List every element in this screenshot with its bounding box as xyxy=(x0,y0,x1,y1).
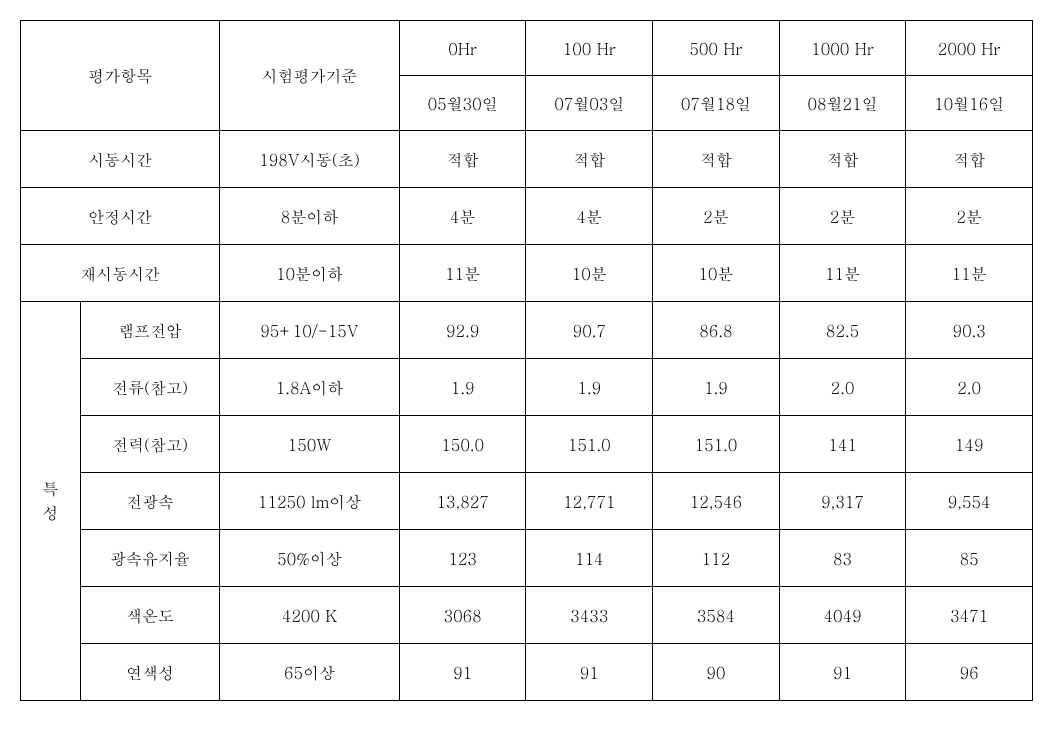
row-value: 10분 xyxy=(526,245,653,302)
header-hour-0: 0Hr xyxy=(399,21,526,76)
row-value: 2분 xyxy=(653,188,780,245)
row-label: 전광속 xyxy=(80,473,219,530)
header-row-hours: 평가항목 시험평가기준 0Hr 100 Hr 500 Hr 1000 Hr 20… xyxy=(21,21,1033,76)
row-criteria: 4200 K xyxy=(220,587,400,644)
table-row: 안정시간 8분이하 4분 4분 2분 2분 2분 xyxy=(21,188,1033,245)
row-label: 전력(참고) xyxy=(80,416,219,473)
row-value: 150.0 xyxy=(399,416,526,473)
row-value: 3471 xyxy=(906,587,1033,644)
row-criteria: 95+10/-15V xyxy=(220,302,400,359)
row-label: 광속유지율 xyxy=(80,530,219,587)
row-value: 13,827 xyxy=(399,473,526,530)
row-value: 11분 xyxy=(399,245,526,302)
row-label: 램프전압 xyxy=(80,302,219,359)
row-value: 90 xyxy=(653,644,780,701)
header-hour-2: 500 Hr xyxy=(653,21,780,76)
row-value: 9,554 xyxy=(906,473,1033,530)
table-row: 전류(참고) 1.8A이하 1.9 1.9 1.9 2.0 2.0 xyxy=(21,359,1033,416)
row-criteria: 65이상 xyxy=(220,644,400,701)
row-criteria: 50%이상 xyxy=(220,530,400,587)
header-date-0: 05월30일 xyxy=(399,76,526,131)
header-date-1: 07월03일 xyxy=(526,76,653,131)
row-value: 1.9 xyxy=(399,359,526,416)
row-criteria: 150W xyxy=(220,416,400,473)
header-date-3: 08월21일 xyxy=(779,76,906,131)
row-value: 3433 xyxy=(526,587,653,644)
row-value: 10분 xyxy=(653,245,780,302)
row-value: 92.9 xyxy=(399,302,526,359)
header-criteria: 시험평가기준 xyxy=(220,21,400,131)
table-row: 특성 램프전압 95+10/-15V 92.9 90.7 86.8 82.5 9… xyxy=(21,302,1033,359)
row-value: 12,546 xyxy=(653,473,780,530)
row-value: 12,771 xyxy=(526,473,653,530)
row-value: 3068 xyxy=(399,587,526,644)
row-label: 시동시간 xyxy=(21,131,220,188)
row-value: 적합 xyxy=(653,131,780,188)
row-criteria: 198V시동(초) xyxy=(220,131,400,188)
row-value: 2분 xyxy=(779,188,906,245)
row-value: 2.0 xyxy=(779,359,906,416)
row-value: 85 xyxy=(906,530,1033,587)
table-row: 재시동시간 10분이하 11분 10분 10분 11분 11분 xyxy=(21,245,1033,302)
row-value: 91 xyxy=(779,644,906,701)
row-value: 123 xyxy=(399,530,526,587)
characteristics-group-label: 특성 xyxy=(21,302,81,701)
row-label: 색온도 xyxy=(80,587,219,644)
row-value: 적합 xyxy=(906,131,1033,188)
row-value: 90.3 xyxy=(906,302,1033,359)
row-value: 91 xyxy=(399,644,526,701)
row-value: 4049 xyxy=(779,587,906,644)
row-value: 3584 xyxy=(653,587,780,644)
table-row: 색온도 4200 K 3068 3433 3584 4049 3471 xyxy=(21,587,1033,644)
row-label: 안정시간 xyxy=(21,188,220,245)
row-value: 4분 xyxy=(399,188,526,245)
group-label-text: 특성 xyxy=(42,477,58,524)
row-value: 11분 xyxy=(779,245,906,302)
evaluation-table: 평가항목 시험평가기준 0Hr 100 Hr 500 Hr 1000 Hr 20… xyxy=(20,20,1033,701)
header-category: 평가항목 xyxy=(21,21,220,131)
header-hour-3: 1000 Hr xyxy=(779,21,906,76)
table-row: 광속유지율 50%이상 123 114 112 83 85 xyxy=(21,530,1033,587)
row-value: 9,317 xyxy=(779,473,906,530)
row-label: 재시동시간 xyxy=(21,245,220,302)
row-value: 91 xyxy=(526,644,653,701)
row-value: 90.7 xyxy=(526,302,653,359)
row-label: 연색성 xyxy=(80,644,219,701)
row-label: 전류(참고) xyxy=(80,359,219,416)
row-value: 82.5 xyxy=(779,302,906,359)
row-criteria: 10분이하 xyxy=(220,245,400,302)
row-value: 151.0 xyxy=(526,416,653,473)
row-criteria: 11250 lm이상 xyxy=(220,473,400,530)
row-value: 149 xyxy=(906,416,1033,473)
row-value: 1.9 xyxy=(653,359,780,416)
row-value: 2분 xyxy=(906,188,1033,245)
row-value: 적합 xyxy=(399,131,526,188)
table-row: 전력(참고) 150W 150.0 151.0 151.0 141 149 xyxy=(21,416,1033,473)
row-criteria: 1.8A이하 xyxy=(220,359,400,416)
row-value: 151.0 xyxy=(653,416,780,473)
table-row: 전광속 11250 lm이상 13,827 12,771 12,546 9,31… xyxy=(21,473,1033,530)
header-hour-1: 100 Hr xyxy=(526,21,653,76)
row-value: 83 xyxy=(779,530,906,587)
row-value: 1.9 xyxy=(526,359,653,416)
row-value: 2.0 xyxy=(906,359,1033,416)
row-value: 86.8 xyxy=(653,302,780,359)
row-value: 114 xyxy=(526,530,653,587)
table-row: 시동시간 198V시동(초) 적합 적합 적합 적합 적합 xyxy=(21,131,1033,188)
row-value: 적합 xyxy=(779,131,906,188)
table-row: 연색성 65이상 91 91 90 91 96 xyxy=(21,644,1033,701)
row-value: 96 xyxy=(906,644,1033,701)
header-date-4: 10월16일 xyxy=(906,76,1033,131)
row-value: 적합 xyxy=(526,131,653,188)
row-value: 112 xyxy=(653,530,780,587)
row-value: 11분 xyxy=(906,245,1033,302)
row-value: 4분 xyxy=(526,188,653,245)
header-hour-4: 2000 Hr xyxy=(906,21,1033,76)
row-value: 141 xyxy=(779,416,906,473)
header-date-2: 07월18일 xyxy=(653,76,780,131)
row-criteria: 8분이하 xyxy=(220,188,400,245)
